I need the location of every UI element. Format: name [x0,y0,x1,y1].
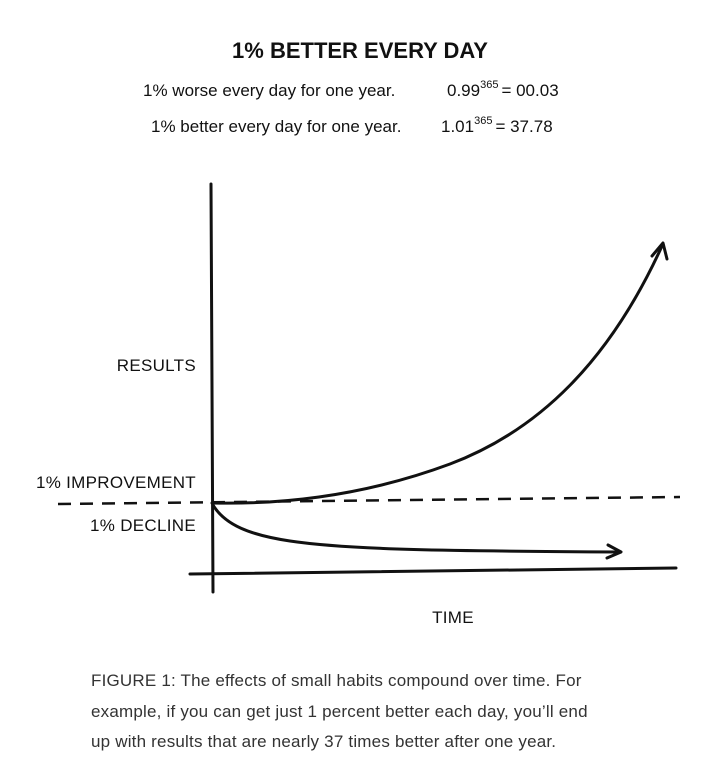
caption-line: FIGURE 1: The effects of small habits co… [91,671,582,690]
arrowhead [605,543,623,560]
y-axis [209,182,215,594]
x-axis-label: TIME [432,608,474,627]
improvement-curve [210,244,664,505]
arrowhead [650,241,669,261]
decline-curve [211,503,622,554]
equation-result: = 37.78 [495,117,552,136]
equation-result: = 00.03 [501,81,558,100]
equation-exponent: 365 [480,79,498,91]
x-axis [188,566,678,576]
equation: 0.99365 = 00.03 [447,79,559,100]
equation-exponent: 365 [474,115,492,127]
title: 1% BETTER EVERY DAY [232,38,488,63]
equation-base: 1.01 [441,117,474,136]
y-axis-label: RESULTS [117,356,196,375]
equation-base: 0.99 [447,81,480,100]
equation-text: 1% worse every day for one year. [143,81,395,100]
equation: 1.01365 = 37.78 [441,115,553,136]
caption-line: up with results that are nearly 37 times… [91,732,556,751]
baseline [57,495,681,506]
decline-label: 1% DECLINE [90,516,196,535]
caption-line: example, if you can get just 1 percent b… [91,702,588,721]
equation-text: 1% better every day for one year. [151,117,401,136]
improvement-label: 1% IMPROVEMENT [36,473,196,492]
